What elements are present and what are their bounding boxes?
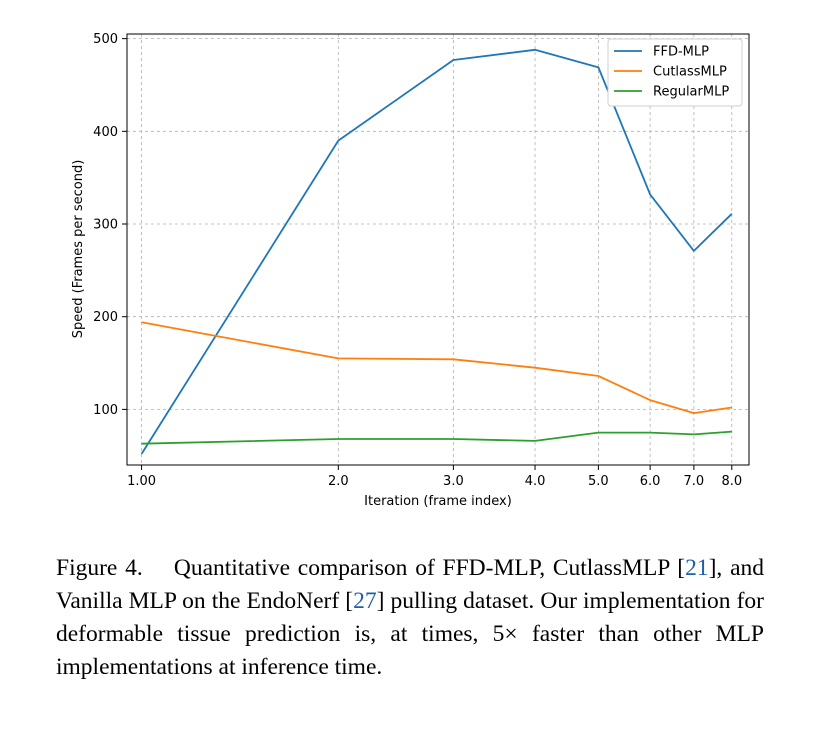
x-axis-label: Iteration (frame index) <box>364 494 512 509</box>
x-tick-label: 4.0 <box>525 474 546 489</box>
y-tick-label: 100 <box>93 403 118 418</box>
legend: FFD-MLP CutlassMLP RegularMLP <box>607 38 743 107</box>
series-line-regularmlp <box>141 430 732 445</box>
x-tick-label: 7.0 <box>684 474 705 489</box>
y-tick-label: 300 <box>93 218 118 233</box>
series-lines <box>140 48 733 455</box>
figure-caption: Figure 4. Quantitative comparison of FFD… <box>56 552 764 684</box>
y-tick-label: 500 <box>93 32 118 47</box>
caption-text-1: Quantitative comparison of FFD-MLP, Cut­… <box>173 555 686 581</box>
series-line-ffd-mlp <box>140 48 733 455</box>
caption-text-2: ], and Vanilla MLP on the EndoNerf [ <box>56 555 764 614</box>
x-tick-label: 5.0 <box>588 474 609 489</box>
legend-label-cutlassmlp: CutlassMLP <box>653 65 727 80</box>
series-line-cutlassmlp <box>141 321 732 415</box>
speed-line-chart: 1.00 2.0 3.0 4.0 5.0 6.0 7.0 8.0 100 200 300 400 500… <box>71 32 750 509</box>
caption-text-3: ] pulling dataset. Our implementation fo… <box>56 588 764 680</box>
x-tick-label: 2.0 <box>328 474 349 489</box>
y-tick-label: 200 <box>93 310 118 325</box>
citation-21[interactable]: 21 <box>685 555 709 581</box>
y-tick-label: 400 <box>93 125 118 140</box>
axis-ticks: 1.00 2.0 3.0 4.0 5.0 6.0 7.0 8.0 100 200 300 400 500 <box>93 32 742 489</box>
legend-label-ffd-mlp: FFD-MLP <box>653 45 709 60</box>
x-tick-label: 3.0 <box>443 474 464 489</box>
caption-label: Figure 4. <box>56 555 143 581</box>
x-tick-label: 6.0 <box>640 474 661 489</box>
plot-frame <box>126 33 750 466</box>
x-tick-label: 1.00 <box>127 474 156 489</box>
y-axis-label: Speed (Frames per second) <box>71 160 86 339</box>
legend-label-regularmlp: RegularMLP <box>653 85 729 100</box>
citation-27[interactable]: 27 <box>353 588 377 614</box>
legend-box <box>607 38 743 107</box>
x-tick-label: 8.0 <box>721 474 742 489</box>
